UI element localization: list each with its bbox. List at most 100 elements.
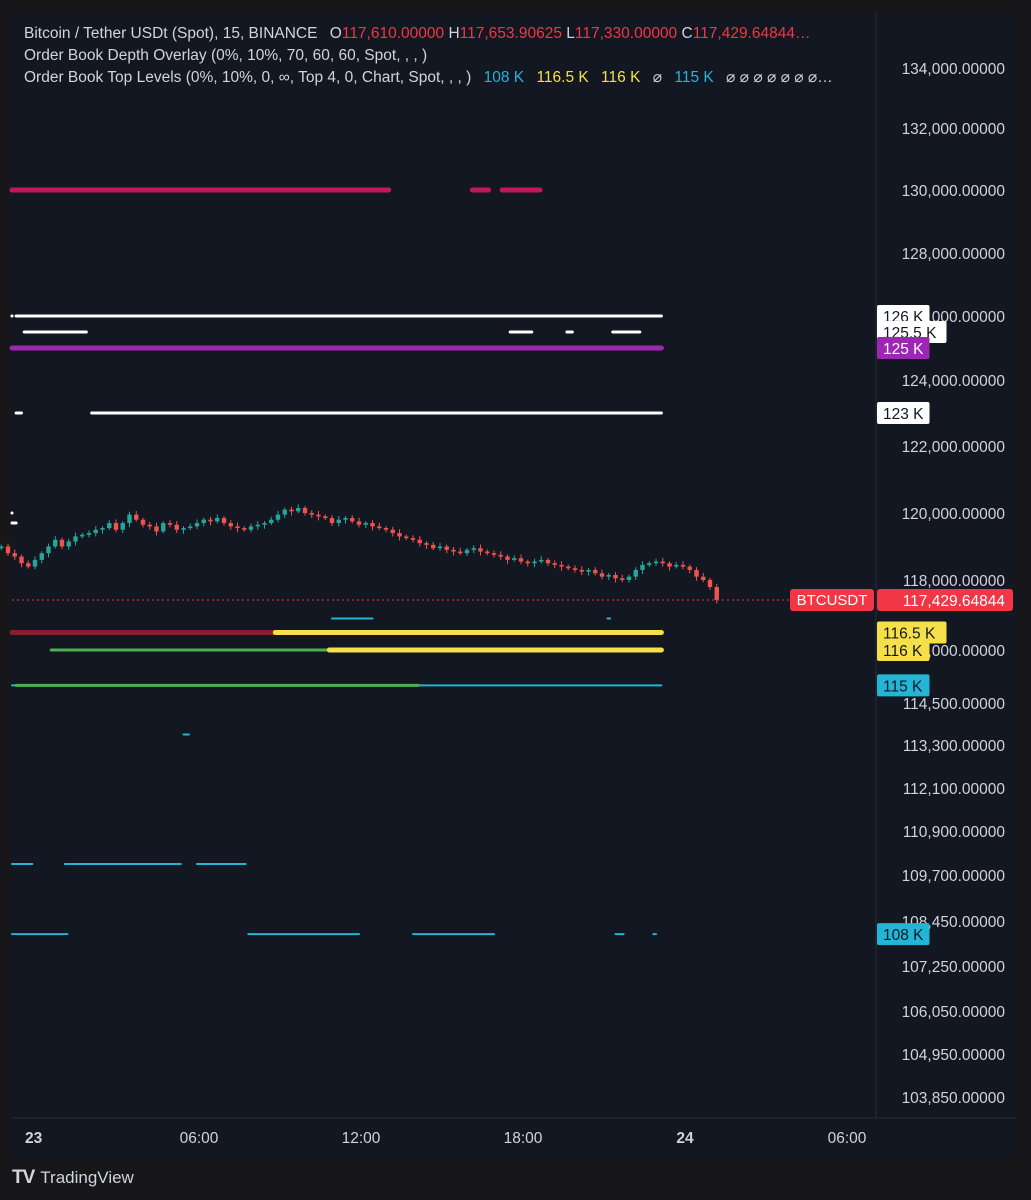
candle-body bbox=[552, 563, 557, 565]
candle-body bbox=[566, 566, 571, 569]
candle-body bbox=[350, 518, 355, 522]
indicator-2-title: Order Book Top Levels (0%, 10%, 0, ∞, To… bbox=[24, 69, 472, 86]
x-tick-label: 06:00 bbox=[828, 1130, 867, 1147]
candle-body bbox=[161, 523, 166, 532]
candle-body bbox=[248, 526, 254, 530]
candle-body bbox=[147, 524, 152, 527]
candle-body bbox=[296, 507, 301, 512]
candle-body bbox=[707, 580, 713, 587]
y-tick-label: 120,000.00000 bbox=[902, 506, 1006, 523]
candle-body bbox=[464, 549, 470, 554]
candle-body bbox=[572, 568, 578, 570]
candle-body bbox=[606, 574, 611, 577]
candle-body bbox=[59, 539, 65, 547]
candle-body bbox=[410, 538, 416, 540]
candle-body bbox=[154, 526, 159, 532]
candle-body bbox=[532, 561, 537, 564]
candle-body bbox=[620, 578, 625, 580]
candle-body bbox=[613, 574, 618, 579]
symbol-legend[interactable]: Bitcoin / Tether USDt (Spot), 15, BINANC… bbox=[24, 24, 811, 44]
y-tick-label: 128,000.00000 bbox=[902, 246, 1006, 263]
ohlc-close-key: C bbox=[681, 25, 693, 42]
candle-body bbox=[451, 549, 456, 552]
y-tick-label: 112,100.00000 bbox=[903, 781, 1006, 798]
candle-body bbox=[275, 514, 281, 520]
candle-body bbox=[498, 554, 503, 557]
candle-body bbox=[208, 519, 213, 522]
candle-body bbox=[255, 524, 260, 527]
candle-body bbox=[201, 519, 206, 524]
level-price-label-bg bbox=[877, 337, 930, 359]
candle-body bbox=[12, 553, 17, 557]
tradingview-brand[interactable]: TV TradingView bbox=[12, 1166, 134, 1190]
level-price-label: 116 K bbox=[883, 643, 923, 660]
candle-body bbox=[181, 528, 186, 530]
candle-body bbox=[174, 524, 179, 530]
x-tick-label: 12:00 bbox=[342, 1130, 381, 1147]
indicator-2-value-2: 116.5 K bbox=[536, 69, 589, 86]
candle-body bbox=[491, 553, 497, 555]
indicator-2-value-1: 108 K bbox=[483, 69, 525, 86]
candle-body bbox=[323, 516, 328, 519]
ohlc-open-value: 117,610.00000 bbox=[341, 25, 445, 42]
level-price-label: 108 K bbox=[883, 927, 924, 944]
candle-body bbox=[444, 546, 449, 550]
y-tick-label: 109,700.00000 bbox=[902, 868, 1006, 885]
ohlc-low-key: L bbox=[566, 25, 575, 42]
candle-body bbox=[397, 533, 402, 537]
last-price-badge bbox=[877, 588, 1013, 611]
candle-body bbox=[674, 564, 679, 567]
candle-body bbox=[471, 548, 476, 550]
y-tick-label: 122,000.00000 bbox=[902, 439, 1006, 456]
level-price-label: 116.5 K bbox=[883, 626, 936, 643]
candle-body bbox=[53, 539, 58, 547]
candle-body bbox=[478, 548, 483, 552]
candle-body bbox=[512, 558, 517, 560]
candle-body bbox=[100, 528, 105, 530]
y-tick-label: 113,300.00000 bbox=[903, 738, 1006, 755]
ohlc-close-value: 117,429.64844… bbox=[692, 25, 811, 42]
candle-body bbox=[714, 587, 719, 600]
x-tick-label: 23 bbox=[25, 1130, 43, 1147]
candle-body bbox=[113, 523, 119, 530]
candle-body bbox=[66, 541, 71, 547]
candle-body bbox=[80, 534, 85, 537]
y-tick-label: 103,850.00000 bbox=[902, 1090, 1006, 1107]
last-price-text: 117,429.64844 bbox=[903, 593, 1006, 610]
candle-body bbox=[431, 544, 436, 549]
y-tick-label: 114,500.00000 bbox=[903, 696, 1006, 713]
candle-body bbox=[134, 514, 139, 520]
candle-body bbox=[559, 564, 564, 567]
level-price-label: 115 K bbox=[883, 678, 923, 695]
y-tick-label: 104,950.00000 bbox=[902, 1047, 1006, 1064]
candle-body bbox=[39, 553, 44, 560]
indicator-2-value-5: 115 K bbox=[674, 69, 714, 86]
indicator-2-value-6: ⌀ ⌀ ⌀ ⌀ ⌀ ⌀ ⌀… bbox=[726, 69, 833, 86]
x-tick-label: 24 bbox=[676, 1130, 694, 1147]
candle-body bbox=[343, 518, 348, 520]
level-price-label-bg bbox=[877, 674, 930, 697]
candle-body bbox=[667, 563, 672, 567]
candle-body bbox=[235, 526, 240, 529]
candle-body bbox=[167, 523, 173, 525]
candle-body bbox=[242, 528, 247, 530]
candle-body bbox=[120, 523, 125, 530]
candle-body bbox=[0, 546, 4, 549]
candle-body bbox=[390, 529, 395, 534]
candle-body bbox=[19, 556, 24, 564]
candle-body bbox=[653, 561, 659, 564]
symbol-badge-text: BTCUSDT bbox=[797, 592, 868, 609]
level-price-label-bg bbox=[877, 402, 930, 424]
indicator-legend-depth-overlay[interactable]: Order Book Depth Overlay (0%, 10%, 70, 6… bbox=[24, 46, 427, 66]
candle-body bbox=[262, 523, 267, 525]
indicator-legend-top-levels[interactable]: Order Book Top Levels (0%, 10%, 0, ∞, To… bbox=[24, 68, 833, 88]
candle-body bbox=[383, 528, 389, 530]
ohlc-open-key: O bbox=[329, 25, 342, 42]
candle-body bbox=[424, 543, 429, 545]
candle-body bbox=[289, 509, 294, 512]
candle-body bbox=[363, 523, 368, 525]
candle-body bbox=[228, 523, 233, 527]
candle-body bbox=[640, 564, 645, 570]
